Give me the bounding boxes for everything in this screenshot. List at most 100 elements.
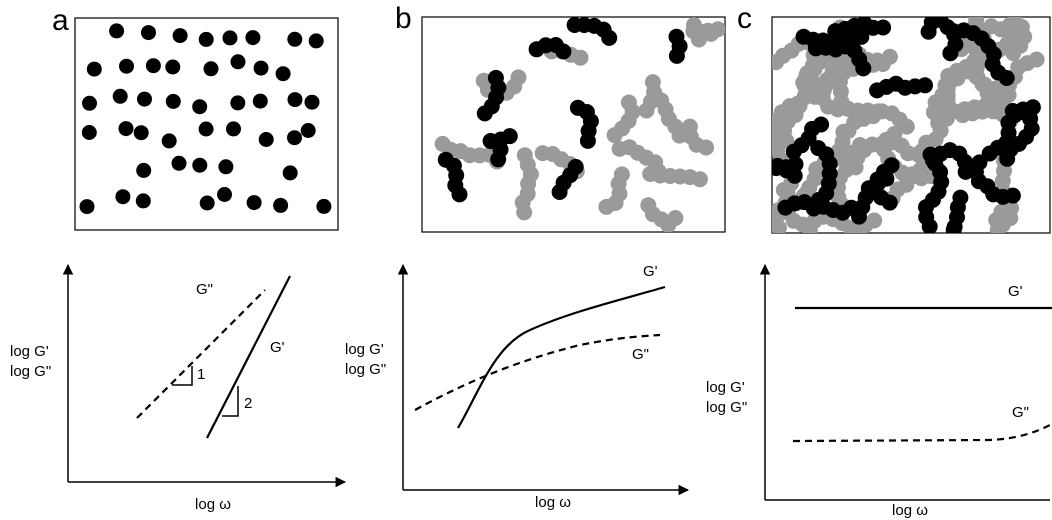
slope-triangle: [222, 386, 239, 417]
particle: [698, 139, 715, 156]
particle: [569, 99, 586, 116]
particle: [217, 187, 232, 202]
particle: [218, 159, 234, 175]
particle: [308, 33, 324, 49]
particle: [137, 91, 152, 107]
particle: [1005, 45, 1022, 62]
g-prime-curve: [457, 285, 666, 429]
particle: [316, 198, 332, 214]
particle: [810, 140, 827, 157]
slope-triangle: [172, 366, 193, 386]
curve-label: G': [270, 339, 285, 356]
particle: [700, 22, 717, 39]
particle: [300, 123, 316, 138]
particle: [109, 23, 125, 39]
particle: [855, 60, 872, 77]
particle: [921, 218, 938, 233]
particle: [555, 43, 572, 60]
particle: [282, 165, 298, 181]
particle: [866, 212, 883, 229]
particle: [534, 145, 551, 162]
particle: [490, 151, 507, 168]
particle: [161, 133, 177, 149]
particle: [246, 195, 262, 211]
curve-label: G': [1008, 283, 1023, 300]
particle: [192, 99, 208, 115]
curve-label: G": [196, 281, 213, 298]
particle: [230, 95, 246, 111]
y-axis-label: log G': [10, 343, 49, 360]
particle: [79, 199, 95, 215]
particle: [1004, 103, 1021, 119]
particle: [165, 59, 181, 75]
particle: [653, 92, 670, 109]
particle: [840, 122, 857, 139]
particle: [172, 28, 188, 44]
panel-label: b: [395, 2, 412, 35]
particle: [198, 121, 214, 137]
y-axis-label: log G": [706, 399, 747, 416]
particle: [566, 17, 583, 33]
particle: [668, 28, 685, 45]
y-axis-label: log G': [345, 341, 384, 358]
particle: [133, 125, 149, 141]
g-double-prime-curve: [792, 423, 1052, 443]
particle: [942, 45, 959, 62]
particles: [79, 23, 332, 215]
particle: [945, 222, 962, 233]
particle: [118, 121, 134, 137]
particles: [434, 17, 725, 232]
particle: [957, 163, 974, 180]
particle: [785, 143, 802, 160]
particle: [772, 54, 784, 71]
particle: [165, 93, 181, 109]
particle: [145, 58, 161, 74]
particle: [451, 186, 468, 203]
panel-label: c: [737, 2, 752, 35]
particle: [851, 208, 867, 225]
particle: [112, 88, 128, 104]
particle: [119, 58, 134, 74]
particle: [115, 189, 131, 205]
particle: [198, 31, 214, 47]
particle: [304, 94, 320, 110]
particle: [82, 95, 97, 111]
particle: [222, 30, 238, 46]
particle: [245, 30, 261, 46]
particle: [273, 197, 289, 213]
curve-label: G': [643, 263, 658, 280]
particle: [203, 61, 219, 77]
particle: [644, 74, 661, 91]
particle: [1028, 51, 1045, 68]
g-double-prime-curve: [414, 333, 661, 411]
particle: [772, 219, 787, 233]
y-axis-label: log G': [706, 379, 745, 396]
particle: [516, 147, 533, 164]
particle: [136, 162, 152, 178]
y-axis-label: log G": [10, 363, 51, 380]
g-prime-curve: [206, 275, 291, 439]
particle: [572, 49, 589, 66]
particle: [620, 94, 637, 111]
particle: [567, 158, 584, 175]
particle: [287, 31, 303, 47]
curve-label: G": [1012, 404, 1029, 421]
particle: [667, 210, 684, 226]
particle: [252, 93, 268, 109]
particle: [827, 23, 844, 40]
particle: [869, 52, 886, 69]
particle: [226, 121, 241, 137]
curve-label: G": [632, 346, 649, 363]
particle: [192, 157, 208, 173]
x-axis-label: log ω: [195, 496, 231, 513]
particle: [287, 92, 303, 108]
particle: [881, 48, 898, 65]
slope-label: 2: [244, 395, 252, 412]
particle: [141, 25, 156, 41]
x-axis-label: log ω: [892, 502, 928, 519]
particle: [171, 155, 187, 171]
particles: [772, 17, 1045, 233]
particle: [253, 60, 269, 76]
x-axis-label: log ω: [535, 494, 571, 511]
